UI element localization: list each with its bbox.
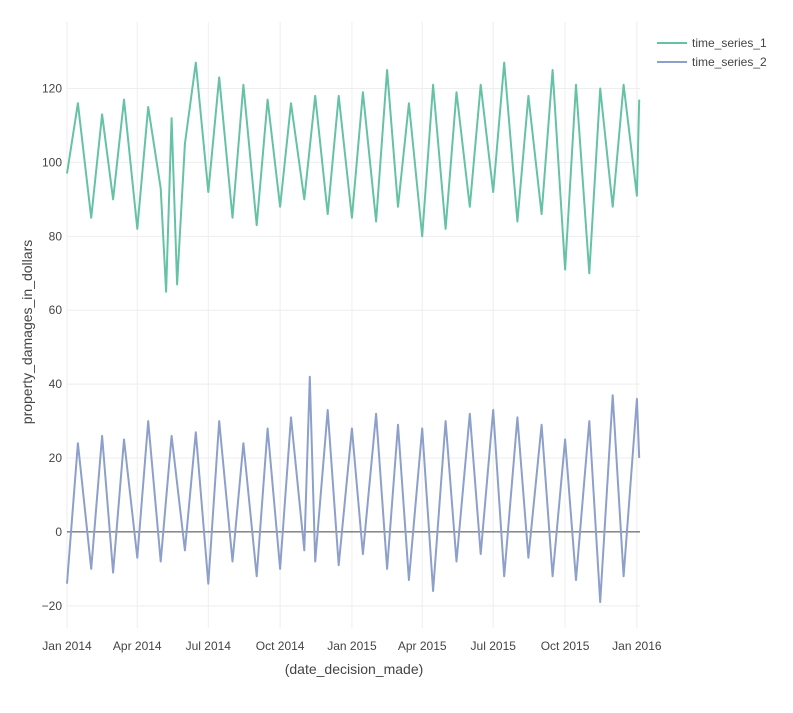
y-tick-label: 40 bbox=[49, 377, 63, 391]
legend-label: time_series_1 bbox=[692, 36, 767, 50]
y-tick-label: 100 bbox=[42, 155, 62, 169]
x-tick-label: Apr 2014 bbox=[113, 639, 162, 653]
x-tick-label: Jan 2014 bbox=[42, 639, 92, 653]
y-tick-label: 0 bbox=[55, 525, 62, 539]
x-tick-label: Oct 2015 bbox=[541, 639, 590, 653]
y-axis-title: property_damages_in_dollars bbox=[19, 240, 35, 424]
y-tick-label: 120 bbox=[42, 82, 62, 96]
x-tick-label: Oct 2014 bbox=[256, 639, 305, 653]
legend-label: time_series_2 bbox=[692, 55, 767, 69]
grid-layer bbox=[66, 22, 640, 628]
legend-item-time_series_2[interactable]: time_series_2 bbox=[657, 55, 767, 69]
y-tick-label: 20 bbox=[49, 451, 63, 465]
y-tick-label: 60 bbox=[49, 303, 63, 317]
x-tick-label: Jul 2014 bbox=[186, 639, 232, 653]
x-tick-label: Jul 2015 bbox=[471, 639, 517, 653]
x-tick-label: Jan 2016 bbox=[612, 639, 662, 653]
series-layer bbox=[66, 61, 641, 604]
series-line-time_series_2 bbox=[66, 375, 641, 604]
x-axis-title: (date_decision_made) bbox=[285, 661, 424, 677]
legend[interactable]: time_series_1 time_series_2 bbox=[657, 36, 767, 69]
y-tick-label: −20 bbox=[42, 599, 63, 613]
legend-item-time_series_1[interactable]: time_series_1 bbox=[657, 36, 767, 50]
axis-layer: Jan 2014 Apr 2014 Jul 2014 Oct 2014 Jan 2015… bbox=[42, 82, 662, 653]
series-line-time_series_1 bbox=[66, 61, 641, 293]
x-tick-label: Apr 2015 bbox=[398, 639, 447, 653]
x-tick-label: Jan 2015 bbox=[327, 639, 377, 653]
y-tick-label: 80 bbox=[49, 229, 63, 243]
